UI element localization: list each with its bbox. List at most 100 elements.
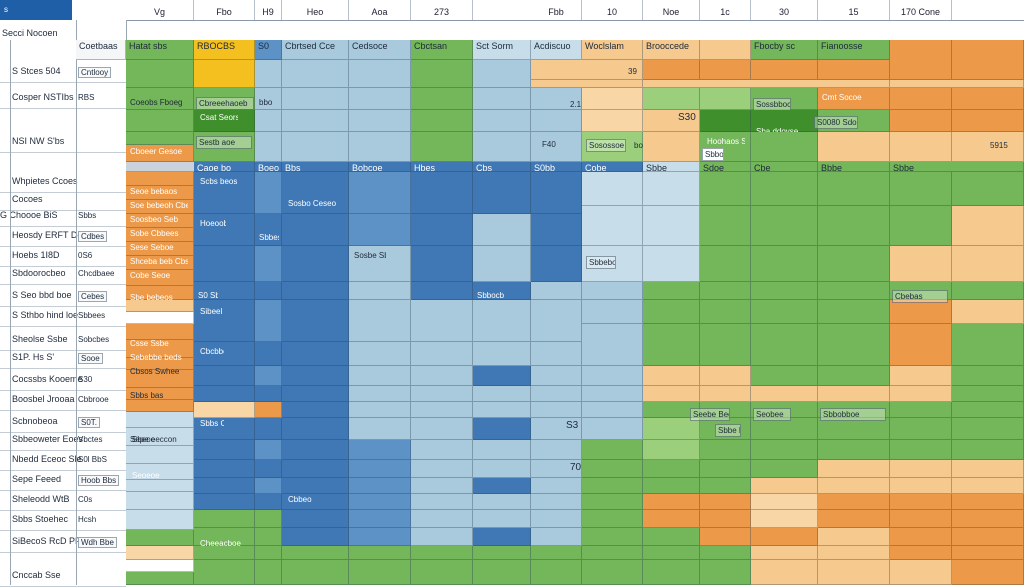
cell[interactable]	[643, 494, 700, 510]
cell[interactable]	[255, 214, 282, 246]
cell[interactable]	[643, 386, 700, 402]
cell[interactable]	[751, 300, 818, 324]
cell[interactable]	[473, 386, 531, 402]
cell[interactable]	[952, 478, 1024, 494]
cell[interactable]	[890, 246, 952, 282]
cell[interactable]	[952, 88, 1024, 110]
cell[interactable]	[411, 440, 473, 460]
cell[interactable]	[411, 110, 473, 132]
cell[interactable]	[126, 110, 194, 132]
cell[interactable]	[473, 460, 531, 478]
cell[interactable]	[818, 546, 890, 560]
cell[interactable]	[194, 546, 255, 560]
cell[interactable]	[126, 256, 194, 270]
cell[interactable]	[282, 386, 349, 402]
cell[interactable]	[952, 546, 1024, 560]
cell[interactable]	[643, 60, 700, 80]
cell[interactable]	[643, 246, 700, 282]
cell[interactable]	[411, 246, 473, 282]
cell[interactable]	[349, 460, 411, 478]
cell[interactable]	[818, 440, 890, 460]
side-row[interactable]: Hoebs 1I8D 0S6	[0, 249, 126, 267]
cell[interactable]	[473, 88, 531, 110]
cell[interactable]	[700, 418, 751, 440]
cell[interactable]	[700, 528, 751, 546]
cell[interactable]	[126, 270, 194, 286]
cell[interactable]	[890, 418, 952, 440]
cell[interactable]	[582, 510, 643, 528]
cell[interactable]	[751, 546, 818, 560]
band-header[interactable]: Bbs	[282, 162, 349, 172]
cell[interactable]	[473, 528, 531, 546]
cell[interactable]	[411, 494, 473, 510]
cell[interactable]	[751, 440, 818, 460]
cell[interactable]	[255, 110, 282, 132]
cell[interactable]	[818, 132, 890, 162]
side-row[interactable]: Sepe Feeed Hoob Bbs	[0, 473, 126, 491]
header-cell[interactable]: S0	[255, 40, 282, 60]
cell[interactable]	[194, 282, 255, 300]
cell[interactable]	[126, 446, 194, 464]
cell[interactable]	[582, 282, 643, 300]
cell[interactable]	[952, 300, 1024, 324]
cell[interactable]	[890, 440, 952, 460]
cell[interactable]	[126, 312, 194, 324]
side-row[interactable]: Sheleodd WtB C0s	[0, 493, 126, 511]
band-header[interactable]: Cbs	[473, 162, 531, 172]
band-header[interactable]: Sbbe	[890, 162, 1024, 172]
cell[interactable]	[126, 400, 194, 412]
cell[interactable]	[952, 324, 1024, 366]
cell[interactable]	[582, 88, 643, 110]
side-row[interactable]: Cosper NSTIbs RBS	[0, 91, 126, 109]
cell[interactable]	[194, 246, 255, 282]
cell[interactable]	[643, 88, 700, 110]
cell[interactable]	[582, 528, 643, 546]
cell[interactable]	[582, 324, 643, 366]
column-header[interactable]: Fbb	[531, 0, 582, 20]
column-header[interactable]: Heo	[282, 0, 349, 20]
cell[interactable]	[349, 402, 411, 418]
column-header[interactable]: H9	[255, 0, 282, 20]
cell[interactable]	[952, 402, 1024, 418]
cell[interactable]	[282, 300, 349, 342]
cell[interactable]	[473, 478, 531, 494]
side-row[interactable]: SiBecoS RcD PP8 Wdh Bbe	[0, 535, 126, 553]
cell[interactable]	[818, 528, 890, 546]
side-row[interactable]: Cocoes	[0, 193, 126, 211]
header-cell[interactable]: Brooccede	[643, 40, 700, 60]
cell[interactable]	[890, 546, 952, 560]
cell[interactable]	[952, 366, 1024, 386]
cell[interactable]	[282, 60, 349, 88]
side-row[interactable]: NSI NW S'bs	[0, 135, 126, 153]
cell[interactable]	[126, 572, 194, 585]
cell[interactable]	[411, 300, 473, 342]
cell[interactable]	[473, 172, 531, 214]
side-row[interactable]: S1P. Hs S' Sooe	[0, 351, 126, 369]
cell[interactable]	[952, 246, 1024, 282]
cell[interactable]	[126, 172, 194, 186]
band-header[interactable]: Boeo	[255, 162, 282, 172]
cell[interactable]	[890, 528, 952, 546]
cell[interactable]	[473, 282, 531, 300]
cell[interactable]	[952, 282, 1024, 300]
cell[interactable]	[643, 110, 700, 132]
cell[interactable]	[751, 88, 818, 110]
cell[interactable]	[126, 492, 194, 510]
cell[interactable]	[531, 342, 582, 366]
cell[interactable]	[282, 246, 349, 282]
cell[interactable]	[473, 402, 531, 418]
cell[interactable]	[643, 418, 700, 440]
cell[interactable]	[194, 528, 255, 546]
cell[interactable]	[255, 440, 282, 460]
cell[interactable]	[818, 60, 890, 80]
side-row[interactable]: Sheolse Ssbe Sobcbes	[0, 333, 126, 351]
cell[interactable]	[411, 282, 473, 300]
cell[interactable]	[700, 324, 751, 366]
cell[interactable]	[531, 418, 582, 440]
cell[interactable]	[255, 560, 282, 585]
side-row[interactable]: Cnccab Sse	[0, 569, 126, 587]
cell[interactable]	[751, 60, 818, 80]
cell[interactable]	[126, 464, 194, 480]
header-cell[interactable]: Acdiscuo	[531, 40, 582, 60]
cell[interactable]	[582, 110, 643, 132]
